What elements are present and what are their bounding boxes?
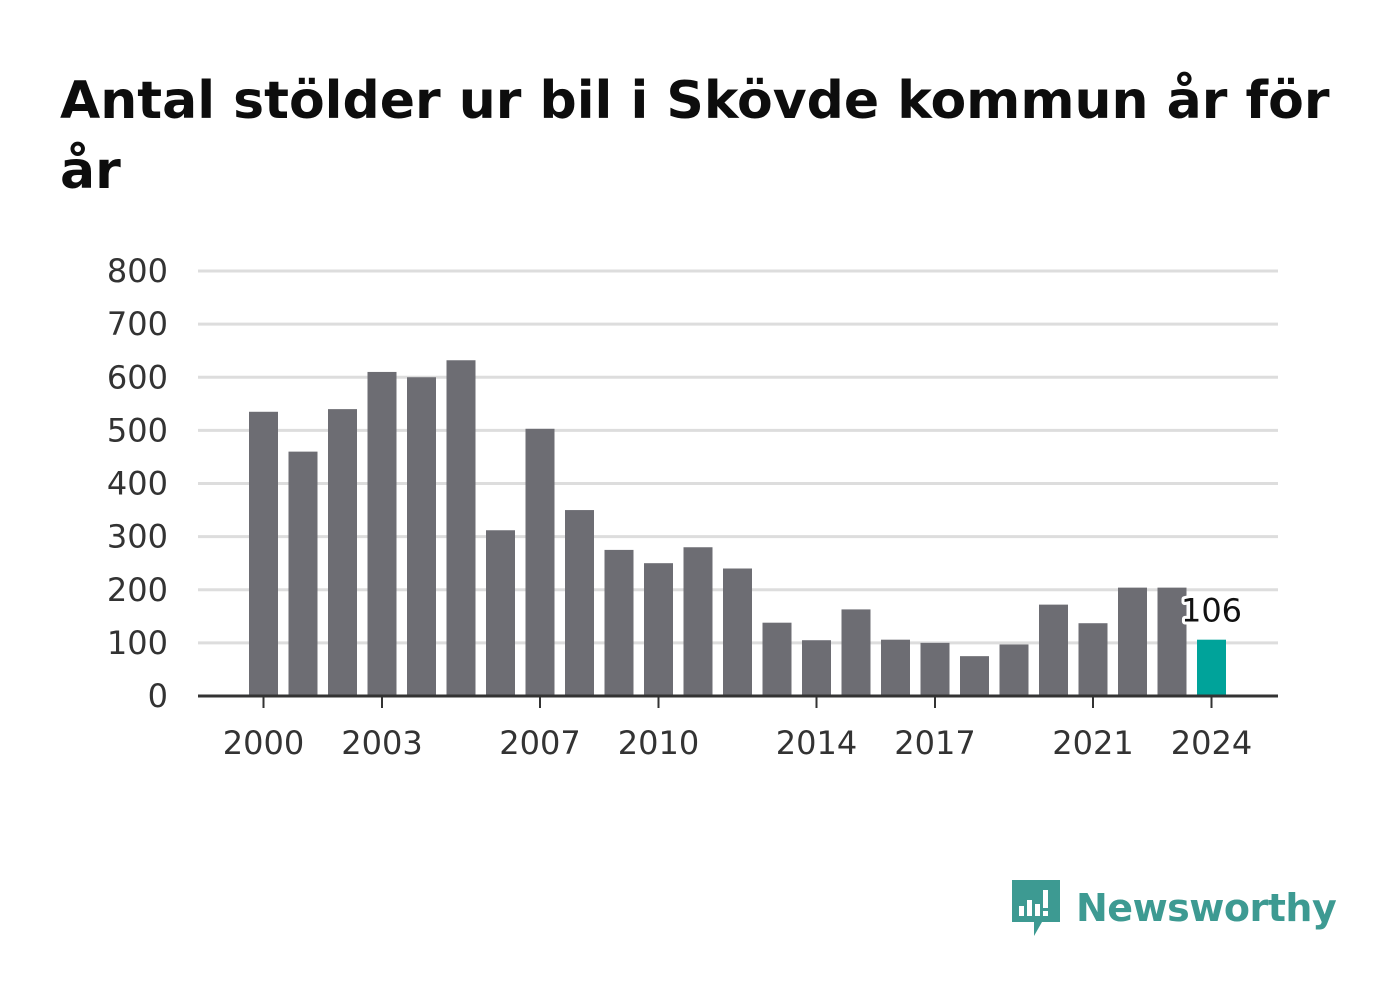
bar-2016 xyxy=(881,639,910,696)
chart-title: Antal stölder ur bil i Skövde kommun år … xyxy=(60,71,1330,201)
bar-2002 xyxy=(328,409,357,696)
x-tick-label: 2017 xyxy=(894,724,975,762)
bar-chart-speech-bubble-icon xyxy=(1012,880,1060,936)
bar-2012 xyxy=(723,568,752,696)
bar-2003 xyxy=(367,371,397,696)
bar-2004 xyxy=(407,377,436,696)
bars xyxy=(249,360,1226,696)
brand-logo: Newsworthy xyxy=(1010,878,1337,938)
y-tick-label: 300 xyxy=(107,518,168,556)
bar-2023 xyxy=(1157,587,1187,696)
bar-2009 xyxy=(604,549,634,696)
bar-2020 xyxy=(1039,604,1068,696)
y-tick-label: 400 xyxy=(107,465,168,503)
x-tick-label: 2010 xyxy=(618,724,699,762)
y-tick-label: 200 xyxy=(107,571,168,609)
bar-2014 xyxy=(802,640,831,696)
y-tick-label: 100 xyxy=(107,624,168,662)
bar-2010 xyxy=(644,563,673,696)
labels: 0 100 200 300 400 500 600 700 800 2000 2003 2007 201… xyxy=(107,252,1252,762)
bar-2008 xyxy=(565,510,594,696)
x-tick-label: 2014 xyxy=(776,724,857,762)
bar-2019 xyxy=(999,644,1029,696)
bar-2024 xyxy=(1197,639,1226,696)
bar-2013 xyxy=(762,622,792,696)
bar-2007 xyxy=(525,428,555,696)
x-tick-label: 2007 xyxy=(499,724,580,762)
y-tick-label: 600 xyxy=(107,358,168,396)
bar-2011 xyxy=(683,547,713,696)
bar-2017 xyxy=(920,642,950,696)
bar-2001 xyxy=(288,451,318,696)
brand-name: Newsworthy xyxy=(1076,886,1337,930)
axes xyxy=(198,694,1278,708)
bar-2018 xyxy=(960,656,989,696)
bar-2022 xyxy=(1118,587,1147,696)
bar-2021 xyxy=(1078,623,1108,696)
bar-2000 xyxy=(249,411,278,696)
y-tick-label: 0 xyxy=(148,677,168,715)
bar-2006 xyxy=(486,530,515,696)
x-tick-label: 2003 xyxy=(341,724,422,762)
x-tick-label: 2000 xyxy=(223,724,304,762)
bar-2015 xyxy=(841,609,871,696)
y-tick-label: 700 xyxy=(107,305,168,343)
x-tick-label: 2024 xyxy=(1171,724,1252,762)
x-tick-label: 2021 xyxy=(1052,724,1133,762)
data-label-2024: 106 xyxy=(1181,592,1242,630)
y-tick-label: 500 xyxy=(107,411,168,449)
y-tick-label: 800 xyxy=(107,252,168,290)
bar-2005 xyxy=(446,360,476,696)
